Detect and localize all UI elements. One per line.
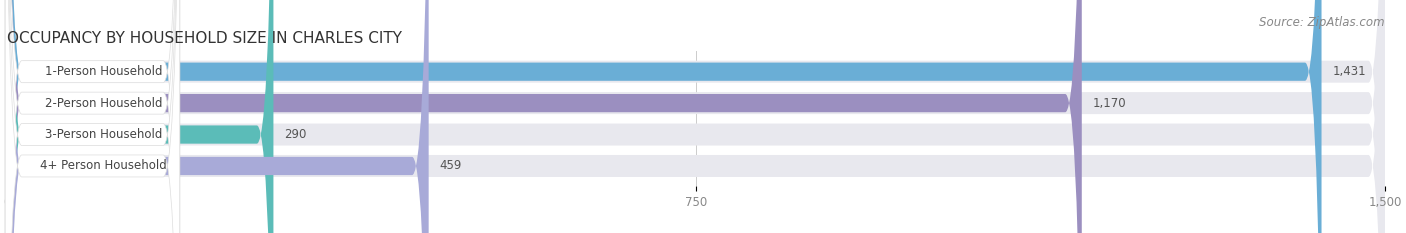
FancyBboxPatch shape: [7, 0, 1385, 233]
FancyBboxPatch shape: [7, 0, 1385, 233]
Text: 1-Person Household: 1-Person Household: [45, 65, 162, 78]
FancyBboxPatch shape: [6, 0, 180, 233]
Text: OCCUPANCY BY HOUSEHOLD SIZE IN CHARLES CITY: OCCUPANCY BY HOUSEHOLD SIZE IN CHARLES C…: [7, 31, 402, 46]
Text: 1,170: 1,170: [1092, 97, 1126, 110]
FancyBboxPatch shape: [7, 0, 1322, 233]
FancyBboxPatch shape: [6, 0, 180, 233]
Text: Source: ZipAtlas.com: Source: ZipAtlas.com: [1260, 16, 1385, 29]
Text: 3-Person Household: 3-Person Household: [45, 128, 162, 141]
FancyBboxPatch shape: [6, 0, 180, 233]
Text: 2-Person Household: 2-Person Household: [45, 97, 162, 110]
FancyBboxPatch shape: [7, 0, 1081, 233]
Text: 459: 459: [440, 159, 463, 172]
FancyBboxPatch shape: [7, 0, 273, 233]
FancyBboxPatch shape: [7, 0, 1385, 233]
FancyBboxPatch shape: [7, 0, 1385, 233]
FancyBboxPatch shape: [6, 0, 180, 233]
Text: 290: 290: [284, 128, 307, 141]
FancyBboxPatch shape: [7, 0, 429, 233]
Text: 4+ Person Household: 4+ Person Household: [41, 159, 167, 172]
Text: 1,431: 1,431: [1333, 65, 1367, 78]
